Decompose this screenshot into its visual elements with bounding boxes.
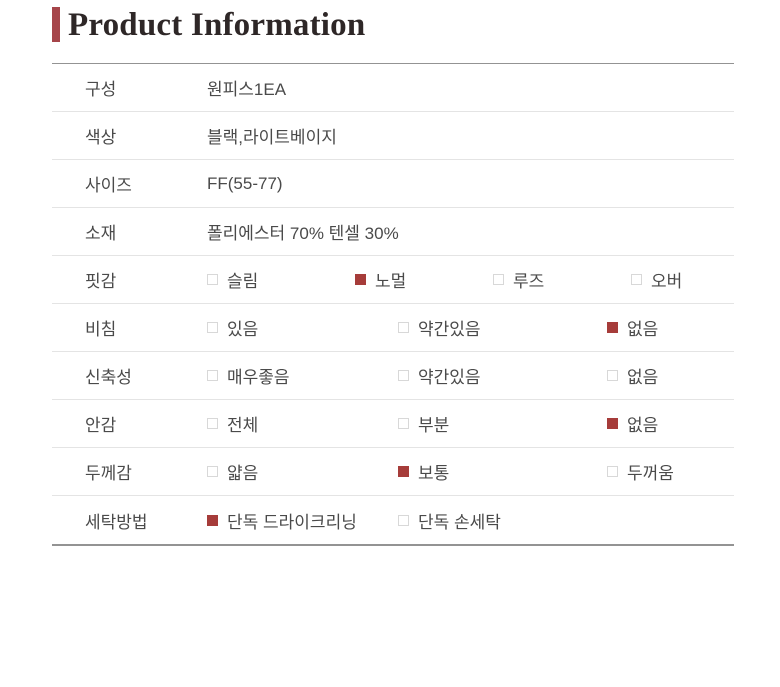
row-label: 소재 bbox=[85, 224, 117, 243]
title-accent-bar bbox=[52, 7, 60, 42]
option-label: 슬림 bbox=[227, 272, 259, 291]
option-item: 보통 bbox=[398, 459, 607, 484]
checkbox-checked-icon bbox=[355, 274, 366, 285]
row-content: 원피스1EA bbox=[207, 75, 734, 100]
option-item: 있음 bbox=[207, 315, 398, 340]
checkbox-unchecked-icon bbox=[207, 274, 218, 285]
option-label: 오버 bbox=[651, 272, 683, 291]
section-header: Product Information bbox=[52, 5, 365, 45]
option-label: 노멀 bbox=[375, 272, 407, 291]
table-row: 색상 블랙,라이트베이지 bbox=[52, 112, 734, 160]
checkbox-unchecked-icon bbox=[493, 274, 504, 285]
row-value: 폴리에스터 70% 텐셀 30% bbox=[207, 224, 399, 243]
option-label: 매우좋음 bbox=[227, 368, 290, 387]
option-item: 없음 bbox=[607, 315, 658, 340]
checkbox-checked-icon bbox=[607, 418, 618, 429]
option-item: 두꺼움 bbox=[607, 459, 674, 484]
option-item: 오버 bbox=[631, 267, 682, 292]
option-item: 없음 bbox=[607, 411, 658, 436]
option-item: 매우좋음 bbox=[207, 363, 398, 388]
row-value: 블랙,라이트베이지 bbox=[207, 128, 337, 147]
row-label: 비침 bbox=[85, 320, 117, 339]
page-title: Product Information bbox=[68, 7, 366, 43]
option-item: 노멀 bbox=[355, 267, 493, 292]
option-label: 단독 드라이크리닝 bbox=[227, 512, 357, 532]
option-label: 부분 bbox=[418, 416, 450, 435]
option-item: 슬림 bbox=[207, 267, 355, 292]
option-label: 약간있음 bbox=[418, 320, 481, 339]
options-group: 단독 드라이크리닝 단독 손세탁 bbox=[207, 508, 734, 533]
table-row: 비침 있음 약간있음 없음 bbox=[52, 304, 734, 352]
checkbox-unchecked-icon bbox=[207, 466, 218, 477]
options-group: 매우좋음 약간있음 없음 bbox=[207, 363, 734, 388]
option-label: 두꺼움 bbox=[627, 464, 674, 483]
row-value: 원피스1EA bbox=[207, 80, 287, 99]
checkbox-unchecked-icon bbox=[207, 418, 218, 429]
checkbox-unchecked-icon bbox=[398, 418, 409, 429]
checkbox-checked-icon bbox=[398, 466, 409, 477]
checkbox-unchecked-icon bbox=[207, 322, 218, 333]
checkbox-unchecked-icon bbox=[607, 370, 618, 381]
checkbox-unchecked-icon bbox=[398, 514, 409, 526]
checkbox-unchecked-icon bbox=[207, 370, 218, 381]
checkbox-unchecked-icon bbox=[398, 370, 409, 381]
table-row: 안감 전체 부분 없음 bbox=[52, 400, 734, 448]
option-label: 없음 bbox=[627, 368, 659, 387]
option-label: 없음 bbox=[627, 320, 659, 339]
table-row: 소재 폴리에스터 70% 텐셀 30% bbox=[52, 208, 734, 256]
row-content: FF(55-77) bbox=[207, 174, 734, 194]
table-row: 사이즈 FF(55-77) bbox=[52, 160, 734, 208]
option-label: 없음 bbox=[627, 416, 659, 435]
option-item: 단독 드라이크리닝 bbox=[207, 508, 398, 533]
table-row: 구성 원피스1EA bbox=[52, 64, 734, 112]
options-group: 얇음 보통 두꺼움 bbox=[207, 459, 734, 484]
option-label: 루즈 bbox=[513, 272, 545, 291]
row-label: 핏감 bbox=[85, 272, 117, 291]
checkbox-unchecked-icon bbox=[631, 274, 642, 285]
options-group: 전체 부분 없음 bbox=[207, 411, 734, 436]
row-label: 두께감 bbox=[85, 464, 132, 483]
table-row: 핏감 슬림 노멀 루즈 오버 bbox=[52, 256, 734, 304]
row-label: 구성 bbox=[85, 80, 117, 99]
option-label: 있음 bbox=[227, 320, 259, 339]
checkbox-unchecked-icon bbox=[607, 466, 618, 477]
options-group: 있음 약간있음 없음 bbox=[207, 315, 734, 340]
option-label: 보통 bbox=[418, 464, 450, 483]
option-item: 루즈 bbox=[493, 267, 631, 292]
option-item: 없음 bbox=[607, 363, 658, 388]
table-row: 세탁방법 단독 드라이크리닝 단독 손세탁 bbox=[52, 496, 734, 544]
option-label: 단독 손세탁 bbox=[418, 512, 501, 532]
table-row: 두께감 얇음 보통 두꺼움 bbox=[52, 448, 734, 496]
option-item: 부분 bbox=[398, 411, 607, 436]
row-label: 색상 bbox=[85, 128, 117, 147]
checkbox-unchecked-icon bbox=[398, 322, 409, 333]
product-info-table: 구성 원피스1EA 색상 블랙,라이트베이지 사이즈 FF(55-77) 소재 … bbox=[52, 63, 734, 546]
option-item: 약간있음 bbox=[398, 363, 607, 388]
option-item: 단독 손세탁 bbox=[398, 508, 501, 533]
row-content: 블랙,라이트베이지 bbox=[207, 123, 734, 148]
row-label: 세탁방법 bbox=[85, 512, 148, 532]
row-label: 사이즈 bbox=[85, 176, 132, 195]
option-label: 얇음 bbox=[227, 464, 259, 483]
table-row: 신축성 매우좋음 약간있음 없음 bbox=[52, 352, 734, 400]
option-item: 전체 bbox=[207, 411, 398, 436]
option-item: 얇음 bbox=[207, 459, 398, 484]
row-label: 신축성 bbox=[85, 368, 132, 387]
checkbox-checked-icon bbox=[607, 322, 618, 333]
option-label: 전체 bbox=[227, 416, 259, 435]
option-label: 약간있음 bbox=[418, 368, 481, 387]
option-item: 약간있음 bbox=[398, 315, 607, 340]
row-value: FF(55-77) bbox=[207, 173, 283, 193]
checkbox-checked-icon bbox=[207, 514, 218, 526]
row-label: 안감 bbox=[85, 416, 117, 435]
row-content: 폴리에스터 70% 텐셀 30% bbox=[207, 219, 734, 244]
options-group: 슬림 노멀 루즈 오버 bbox=[207, 267, 734, 292]
